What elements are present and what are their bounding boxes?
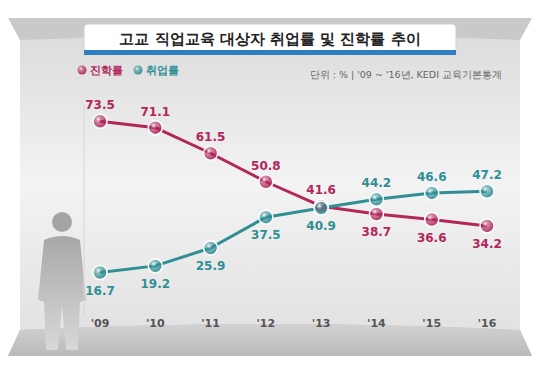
- x-tick-label: '09: [91, 317, 110, 330]
- legend-entry: 취업률: [134, 64, 180, 77]
- x-tick-label: '13: [312, 317, 331, 330]
- x-tick-label: '11: [201, 317, 220, 330]
- data-label: 44.2: [362, 176, 392, 190]
- marker: [369, 207, 383, 221]
- data-label: 25.9: [196, 259, 226, 273]
- stage-frame: [8, 18, 532, 356]
- marker: [148, 121, 162, 135]
- data-label: 73.5: [85, 98, 115, 112]
- data-label: 16.7: [85, 284, 115, 298]
- series-line: [100, 191, 487, 272]
- legend-label: 취업률: [146, 64, 179, 77]
- marker: [480, 219, 494, 233]
- marker: [369, 192, 383, 206]
- x-tick-label: '14: [367, 317, 386, 330]
- data-label: 46.6: [417, 170, 447, 184]
- marker: [93, 266, 107, 280]
- data-label: 36.6: [417, 231, 447, 245]
- subtitle: 단위 : % | '09 ~ '16년, KEDI 교육기본통계: [310, 69, 502, 80]
- marker: [480, 184, 494, 198]
- data-label: 40.9: [306, 219, 336, 233]
- person-body: [38, 236, 86, 350]
- data-label: 38.7: [362, 225, 392, 239]
- data-label: 71.1: [140, 105, 170, 119]
- marker: [425, 213, 439, 227]
- title: 고교 직업교육 대상자 취업률 및 진학률 추이: [119, 30, 420, 48]
- person-head: [52, 212, 72, 232]
- marker: [314, 201, 328, 215]
- data-label: 37.5: [251, 228, 281, 242]
- x-tick-label: '10: [146, 317, 165, 330]
- marker: [204, 146, 218, 160]
- marker: [259, 175, 273, 189]
- marker: [204, 241, 218, 255]
- legend-entry: 진학률: [78, 64, 124, 77]
- data-label: 50.8: [251, 159, 281, 173]
- plot-area: [93, 114, 494, 279]
- x-tick-label: '15: [422, 317, 441, 330]
- marker: [425, 186, 439, 200]
- legend-marker: [78, 66, 87, 75]
- data-label: 41.6: [306, 183, 336, 197]
- data-label: 34.2: [472, 237, 502, 251]
- series-line: [100, 121, 487, 226]
- data-label: 19.2: [140, 277, 170, 291]
- data-label: 47.2: [472, 168, 502, 182]
- title-box: [84, 24, 456, 54]
- x-tick-label: '16: [478, 317, 497, 330]
- stage-panel: [20, 35, 520, 330]
- data-label: 61.5: [196, 130, 226, 144]
- legend-marker: [134, 66, 143, 75]
- background: [0, 0, 540, 374]
- chart: 고교 직업교육 대상자 취업률 및 진학률 추이단위 : % | '09 ~ '…: [0, 0, 540, 374]
- marker: [93, 114, 107, 128]
- legend-label: 진학률: [90, 64, 123, 77]
- marker: [259, 210, 273, 224]
- title-underline: [84, 50, 456, 55]
- marker: [148, 259, 162, 273]
- x-tick-label: '12: [257, 317, 276, 330]
